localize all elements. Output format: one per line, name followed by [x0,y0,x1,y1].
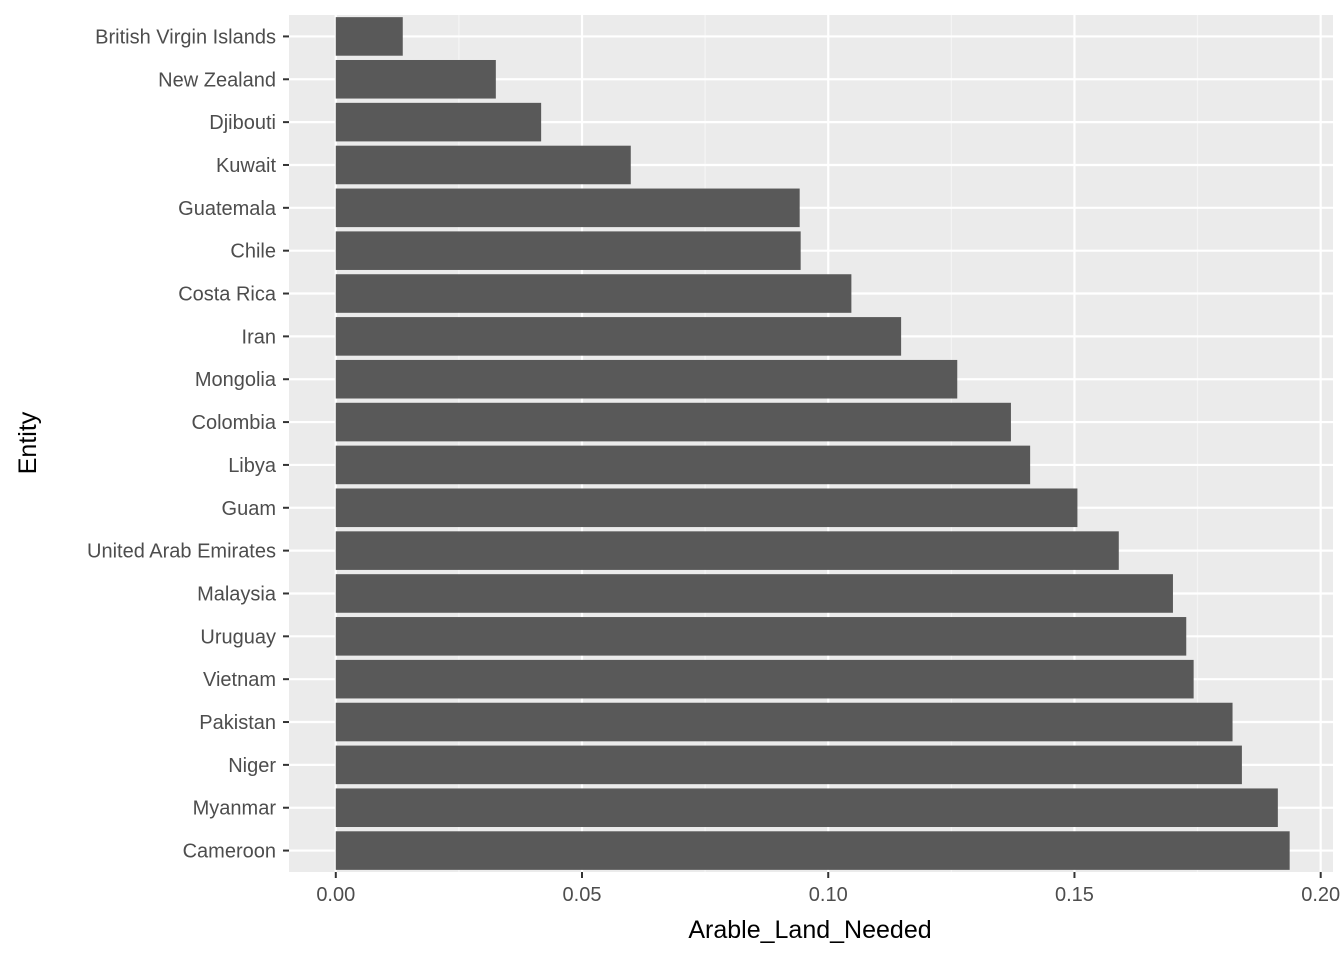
y-tick-label: Costa Rica [178,284,277,306]
bar [335,488,1078,528]
y-tick-label: Myanmar [193,798,277,820]
y-tick-label: Malaysia [197,583,277,605]
bars [335,17,1290,870]
bar [335,617,1187,656]
y-tick-label: Niger [228,755,276,777]
y-tick-label: Colombia [192,412,277,434]
y-tick-label: Vietnam [203,669,276,691]
y-tick-label: Guam [222,498,276,520]
bar [335,531,1119,570]
bar [335,17,403,56]
bar [335,702,1233,742]
bar [335,188,800,228]
bar [335,831,1290,870]
x-tick-label: 0.20 [1301,884,1340,906]
bar [335,59,496,99]
y-tick-label: Djibouti [209,112,276,134]
x-tick-label: 0.15 [1055,884,1094,906]
y-tick-label: Cameroon [183,841,276,863]
y-tick-label: Iran [242,326,276,348]
y-tick-label: British Virgin Islands [95,26,276,48]
y-tick-label: Libya [228,455,277,477]
y-tick-label: Mongolia [195,369,277,391]
bar [335,145,631,185]
bar [335,274,852,313]
bar [335,231,801,270]
y-tick-label: Uruguay [200,626,276,648]
bar [335,359,958,399]
bar [335,445,1031,485]
bar [335,788,1278,828]
bar [335,102,542,142]
y-tick-label: Guatemala [178,198,277,220]
y-tick-label: New Zealand [158,69,276,91]
plot-panel [289,15,1333,872]
y-tick-label: United Arab Emirates [87,541,276,563]
y-axis-title: Entity [14,411,42,474]
bar [335,659,1194,699]
y-axis: British Virgin Islands New Zealand Djibout… [87,26,289,863]
x-axis-title: Arable_Land_Needed [688,916,931,944]
bar [335,317,902,356]
x-axis: 0.00 0.05 0.10 0.15 0.20 [316,872,1340,906]
bar [335,574,1173,613]
bar [335,402,1011,442]
x-tick-label: 0.10 [809,884,848,906]
x-tick-label: 0.05 [563,884,602,906]
x-tick-label: 0.00 [316,884,355,906]
y-tick-label: Chile [230,241,276,263]
y-tick-label: Pakistan [199,712,276,734]
y-tick-label: Kuwait [216,155,276,177]
bar [335,745,1242,785]
